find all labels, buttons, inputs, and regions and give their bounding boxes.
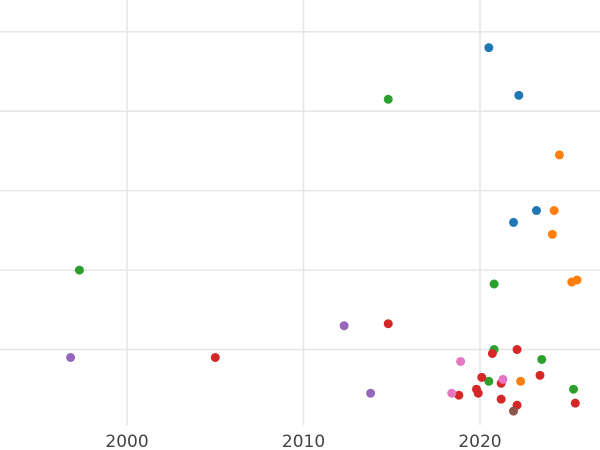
data-point-purple-1 (66, 352, 76, 362)
data-point-orange-2 (547, 229, 557, 239)
data-point-red-10 (496, 394, 506, 404)
data-point-green-0 (383, 94, 393, 104)
data-point-green-4 (537, 354, 547, 364)
data-point-red-2 (512, 345, 522, 355)
data-point-red-3 (487, 349, 497, 359)
data-point-orange-0 (554, 150, 564, 160)
x-tick-label-1: 2010 (282, 432, 325, 450)
data-point-orange-1 (549, 206, 559, 216)
data-point-pink-1 (498, 374, 508, 384)
data-points (66, 43, 582, 416)
data-point-green-1 (74, 265, 84, 275)
data-point-blue-3 (509, 217, 519, 227)
x-tick-label-0: 2000 (105, 432, 148, 450)
data-point-red-12 (570, 398, 580, 408)
data-point-orange-4 (572, 275, 582, 285)
data-point-orange-5 (516, 376, 526, 386)
data-point-purple-0 (339, 321, 349, 331)
data-point-red-5 (535, 370, 545, 380)
x-tick-labels: 2000 2010 2020 (105, 432, 501, 450)
data-point-red-8 (473, 388, 483, 398)
data-point-pink-0 (456, 356, 466, 366)
data-point-blue-1 (514, 90, 524, 100)
data-point-green-5 (484, 376, 494, 386)
data-point-green-6 (569, 384, 579, 394)
data-point-red-1 (210, 352, 220, 362)
data-point-brown-0 (509, 406, 519, 416)
data-point-red-9 (454, 390, 464, 400)
data-point-red-0 (383, 319, 393, 329)
data-point-blue-0 (484, 43, 494, 53)
x-tick-label-2: 2020 (458, 432, 501, 450)
data-point-blue-2 (531, 206, 541, 216)
data-point-purple-2 (366, 388, 376, 398)
data-point-green-2 (489, 279, 499, 289)
data-point-pink-2 (447, 388, 457, 398)
data-point-red-4 (477, 372, 487, 382)
grid-lines (0, 0, 600, 425)
